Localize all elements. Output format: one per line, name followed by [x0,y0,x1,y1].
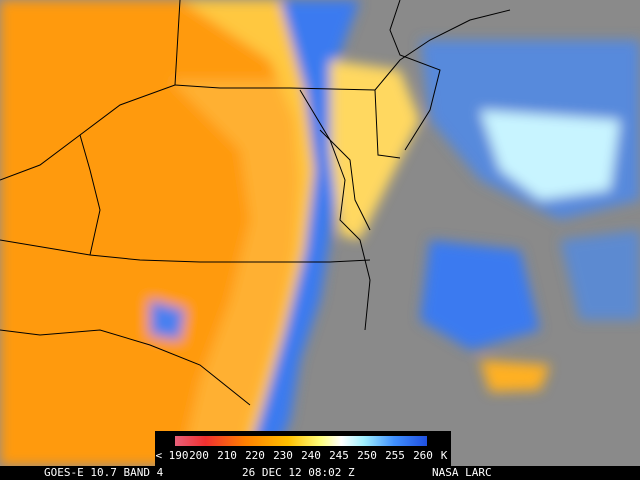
legend-label: 260 [413,449,433,462]
colorbar [175,436,427,446]
legend-label: 230 [273,449,293,462]
legend-label: 220 [245,449,265,462]
legend-label: 255 [385,449,405,462]
legend-label: 200 [189,449,209,462]
caption-satellite: GOES-E 10.7 BAND 4 [44,466,164,479]
legend-label: 250 [357,449,377,462]
legend-label: < 190 [155,449,188,462]
legend-label: 240 [301,449,321,462]
cloud-field [0,0,640,466]
state-borders [0,0,511,406]
caption-source: NASA LARC [432,466,492,479]
caption-strip [0,466,640,480]
caption-time: 26 DEC 12 08:02 Z [242,466,355,479]
legend-label: 210 [217,449,237,462]
legend-unit: K [441,449,448,462]
legend-label: 245 [329,449,349,462]
